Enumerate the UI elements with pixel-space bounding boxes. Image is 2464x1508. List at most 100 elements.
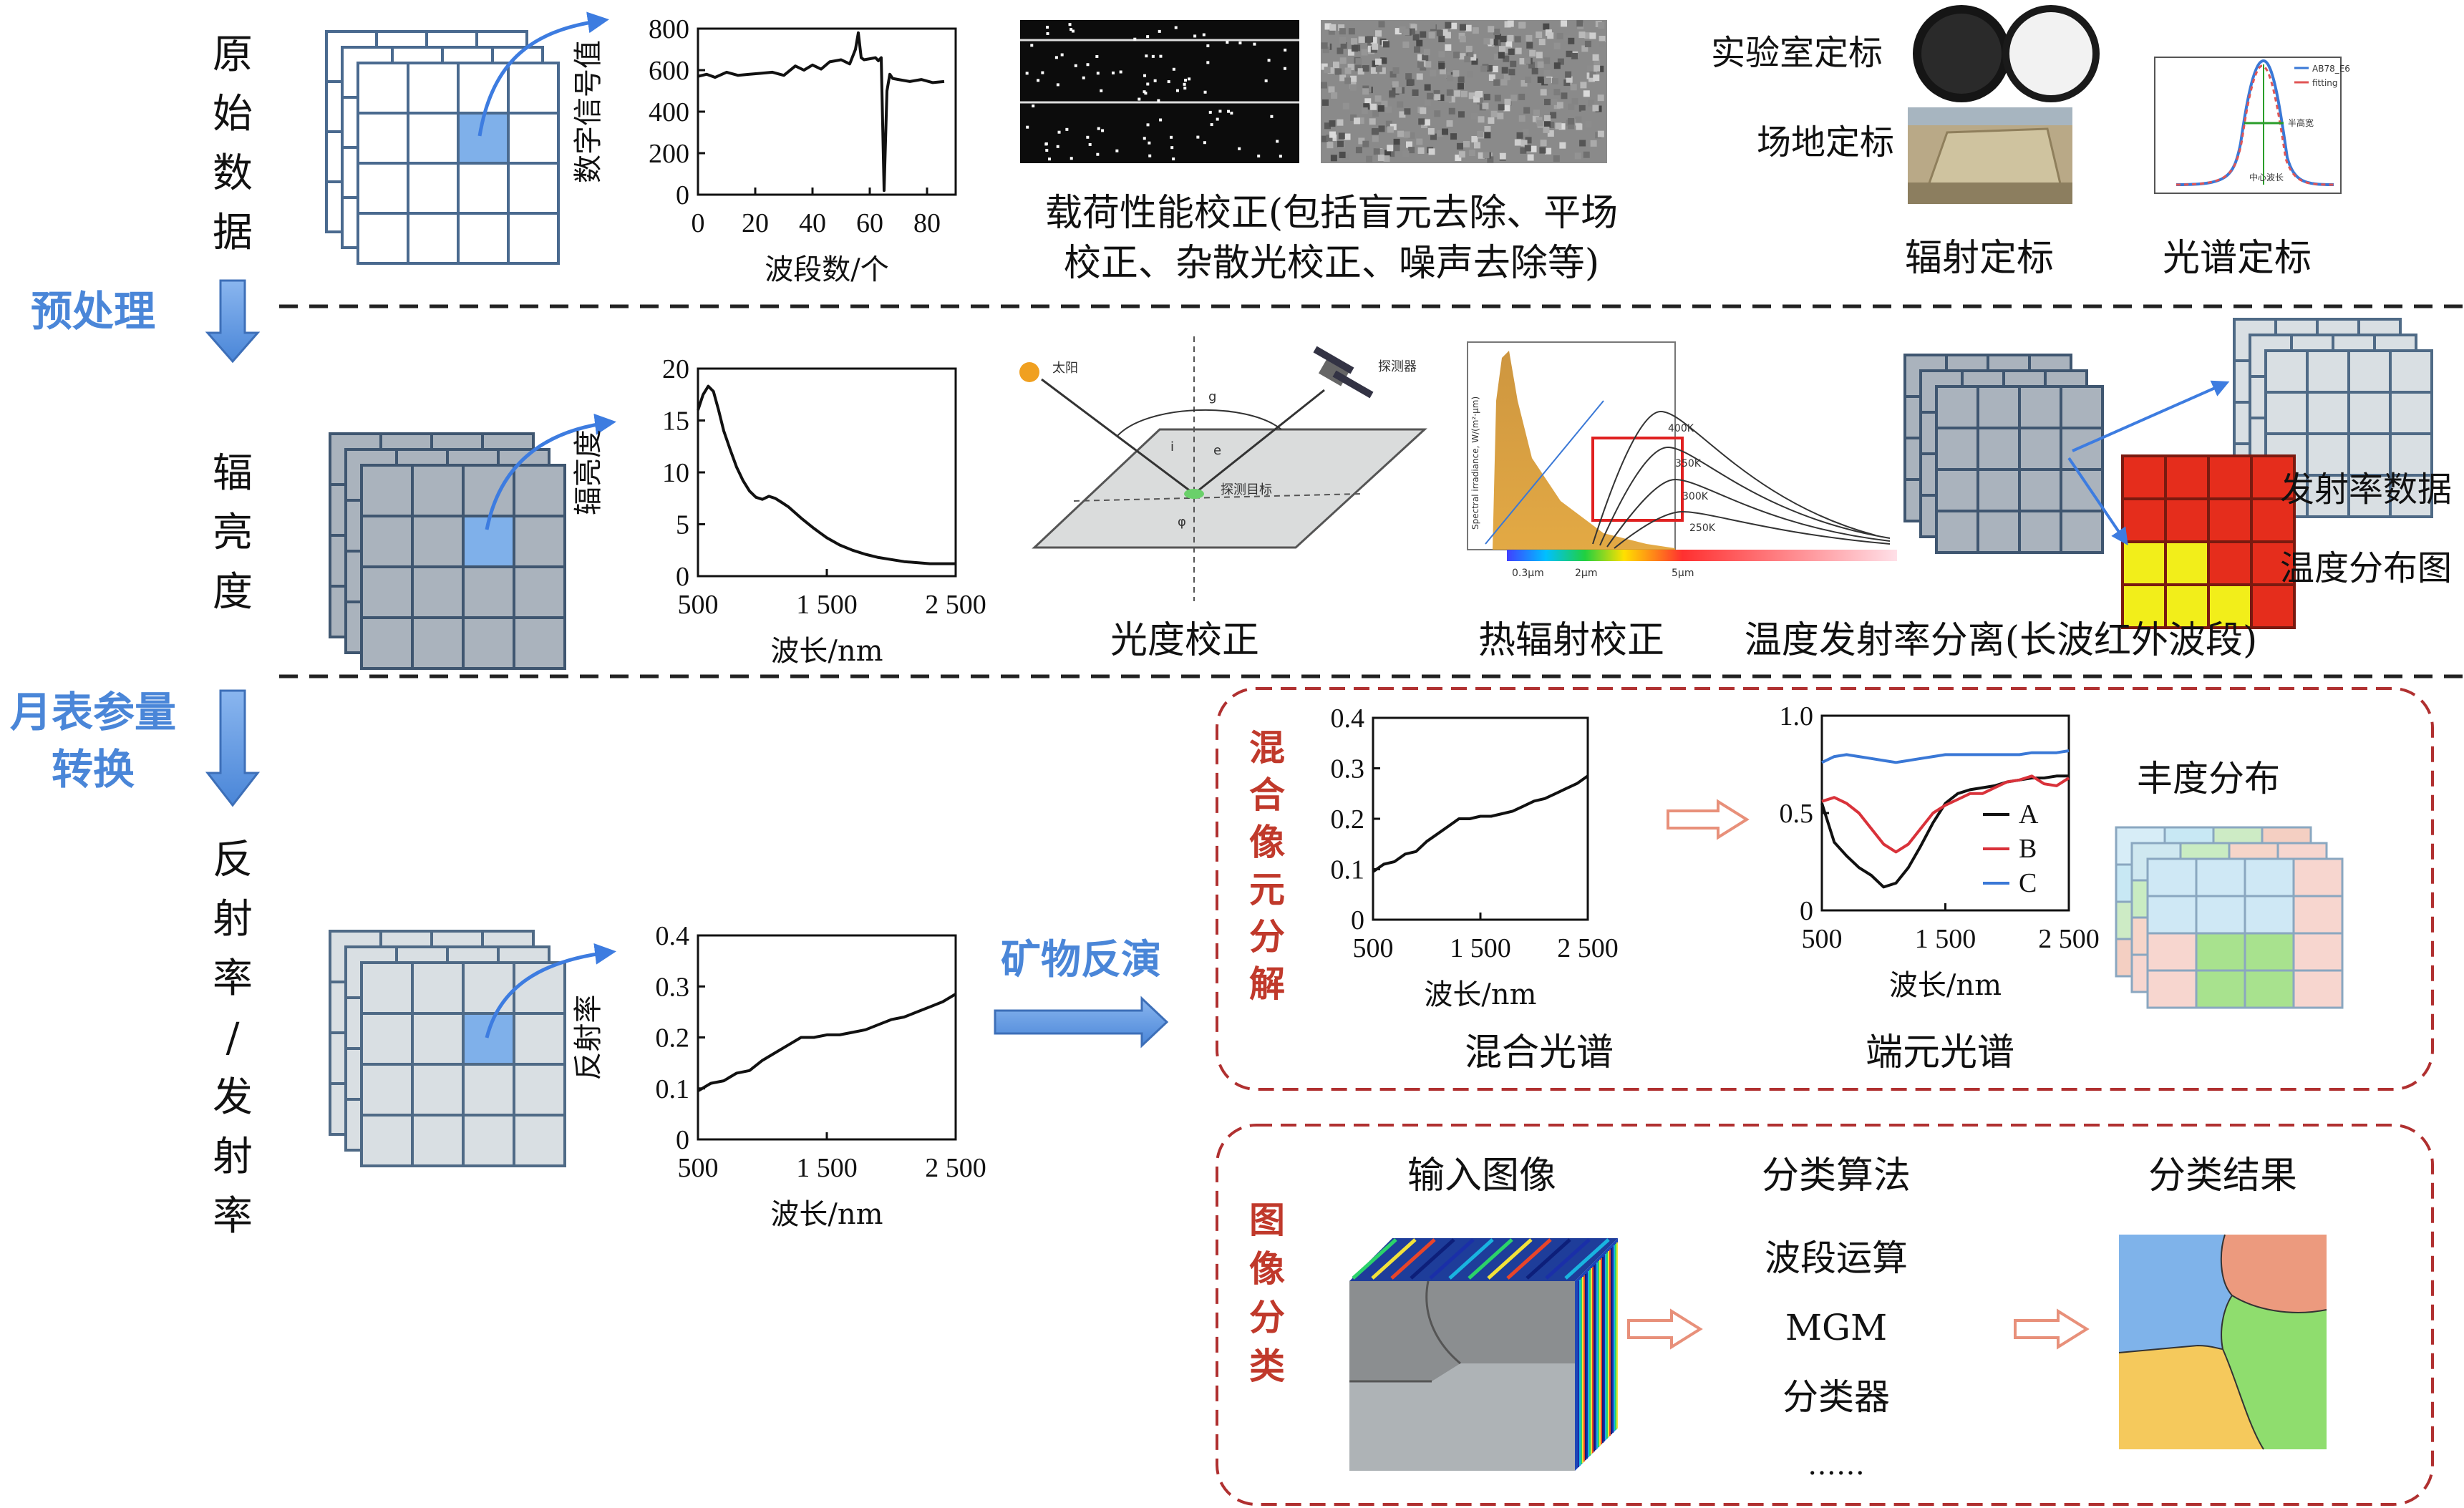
noise-pixel (1338, 132, 1345, 140)
y-tick-label: 0.1 (1331, 855, 1365, 885)
noise-pixel (1524, 57, 1531, 64)
payload-caption-line1: 载荷性能校正(包括盲元去除、平场 (1045, 192, 1618, 235)
noise-pixel (1324, 122, 1331, 130)
noise-pixel (1544, 98, 1551, 105)
noise-pixel (1417, 61, 1424, 68)
spectral-stripe (1487, 1238, 1533, 1280)
unmixing-vertical-label: 混 合 像 元 分 解 (1249, 727, 1285, 1005)
noise-pixel (1427, 128, 1435, 135)
noise-pixel (1324, 67, 1331, 74)
y-tick-label: 0.2 (656, 1023, 690, 1054)
noise-pixel (1553, 62, 1561, 69)
noise-pixel (1369, 118, 1376, 125)
chart-mixed: 500 1 500 2 500 0 0.1 0.2 0.3 0.4 波长/nm (1331, 704, 1619, 1011)
noise-pixel (1357, 68, 1364, 75)
noise-pixel (1585, 120, 1592, 127)
cube-cell (360, 515, 414, 568)
noise-pixel (1208, 110, 1212, 114)
thermal-bar-2: 5μm (1672, 568, 1694, 579)
y-tick-label: 0.2 (1331, 804, 1365, 835)
noise-pixel (1530, 145, 1537, 152)
cube-cell (356, 162, 409, 215)
noise-pixel (1550, 112, 1557, 119)
x-axis-label: 波长/nm (1889, 969, 2002, 1002)
noise-pixel (1520, 140, 1528, 147)
noise-pixel (1382, 41, 1389, 48)
noise-pixel (1477, 97, 1484, 104)
y-tick-label: 0.3 (656, 972, 690, 1002)
noise-pixel (1159, 118, 1163, 122)
noise-pixel (1571, 52, 1578, 59)
noise-pixel (1227, 110, 1231, 113)
noise-pixel (1417, 54, 1425, 61)
noise-pixel (1238, 147, 1241, 150)
cube-cell (2389, 474, 2433, 518)
noise-pixel (1498, 46, 1505, 53)
abundance-cell (2195, 895, 2246, 935)
noise-pixel (1567, 117, 1574, 125)
cube-cell (411, 515, 465, 568)
endmember-spectrum-label: 端元光谱 (1866, 1031, 2014, 1074)
noise-pixel (1172, 157, 1175, 161)
noise-pixel (1438, 51, 1445, 58)
noise-pixel (1580, 82, 1587, 89)
noise-pixel (1138, 97, 1141, 101)
noise-pixel (1175, 89, 1179, 92)
noise-pixel (1353, 117, 1360, 125)
cube-cell (407, 112, 460, 165)
noise-pixel (1547, 130, 1554, 137)
noise-pixel (1525, 137, 1532, 144)
noise-pixel (1329, 120, 1336, 127)
noise-pixel (1385, 51, 1392, 58)
noise-pixel (1193, 34, 1197, 38)
down-arrow-2 (205, 689, 261, 807)
cube-cell (407, 62, 460, 115)
curve-arrow-3 (485, 943, 616, 1038)
noise-pixel (1457, 111, 1465, 118)
result-label: 分类结果 (2148, 1154, 2297, 1197)
noise-pixel (1460, 90, 1468, 97)
noise-pixel (1065, 127, 1069, 131)
noise-pixel (1387, 145, 1394, 152)
noise-pixel (1046, 31, 1049, 35)
noise-pixel (1594, 65, 1601, 72)
y-tick-label: 0 (1351, 905, 1364, 935)
noise-pixel (1576, 123, 1583, 130)
y-tick-label: 400 (649, 97, 689, 127)
noise-pixel (1364, 98, 1372, 105)
field-site-photo (1908, 107, 2072, 204)
noise-pixel (1378, 21, 1385, 28)
noise-pixel (1283, 67, 1286, 70)
noise-pixel (1096, 72, 1100, 75)
cube-reflect (329, 930, 566, 1167)
noise-pixel (1392, 81, 1399, 88)
noise-pixel (1463, 141, 1470, 148)
noise-pixel (1385, 106, 1392, 113)
noise-pixel (1488, 117, 1495, 124)
noise-pixel (1487, 38, 1494, 45)
y-tick-label: 0.4 (1331, 704, 1365, 734)
noise-pixel (1416, 39, 1423, 47)
noise-pixel (1057, 130, 1061, 134)
noise-pixel (1370, 37, 1377, 44)
payload-caption-line2: 校正、杂散光校正、噪声去除等) (1064, 242, 1599, 285)
noise-image (1321, 20, 1607, 163)
noise-pixel (1174, 26, 1178, 29)
series-line (1372, 774, 1589, 873)
field-calibration-label: 场地定标 (1757, 122, 1894, 162)
noise-pixel (1145, 54, 1148, 58)
noise-pixel (1597, 65, 1604, 72)
unmixing-box (1216, 687, 2434, 1091)
y-axis-label: 数字信号值 (572, 40, 605, 183)
unmixing-char-1: 合 (1249, 774, 1285, 816)
noise-pixel (1074, 64, 1077, 67)
cube-cell (1976, 510, 2021, 554)
cube-cell (513, 1012, 566, 1066)
noise-pixel (1425, 61, 1432, 68)
noise-pixel (1068, 23, 1072, 26)
cube-cell (1976, 427, 2021, 471)
noise-pixel (1379, 67, 1386, 74)
cube-cell (2121, 454, 2167, 500)
noise-pixel (1206, 44, 1210, 48)
